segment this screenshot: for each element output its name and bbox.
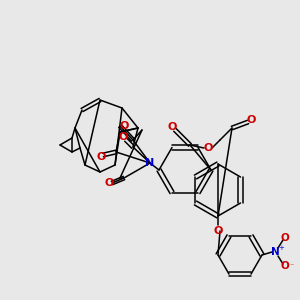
- Text: O: O: [104, 178, 114, 188]
- Text: O: O: [280, 233, 290, 243]
- Text: O: O: [119, 121, 129, 131]
- Text: N: N: [271, 247, 279, 257]
- Text: O: O: [118, 132, 128, 142]
- Text: O: O: [280, 261, 290, 271]
- Text: O: O: [96, 152, 106, 162]
- Text: O: O: [203, 143, 213, 153]
- Text: +: +: [278, 245, 284, 251]
- Text: O: O: [246, 115, 256, 125]
- Text: O: O: [167, 122, 177, 132]
- Text: ⁻: ⁻: [290, 262, 294, 271]
- Text: O: O: [213, 226, 223, 236]
- Text: N: N: [146, 158, 154, 168]
